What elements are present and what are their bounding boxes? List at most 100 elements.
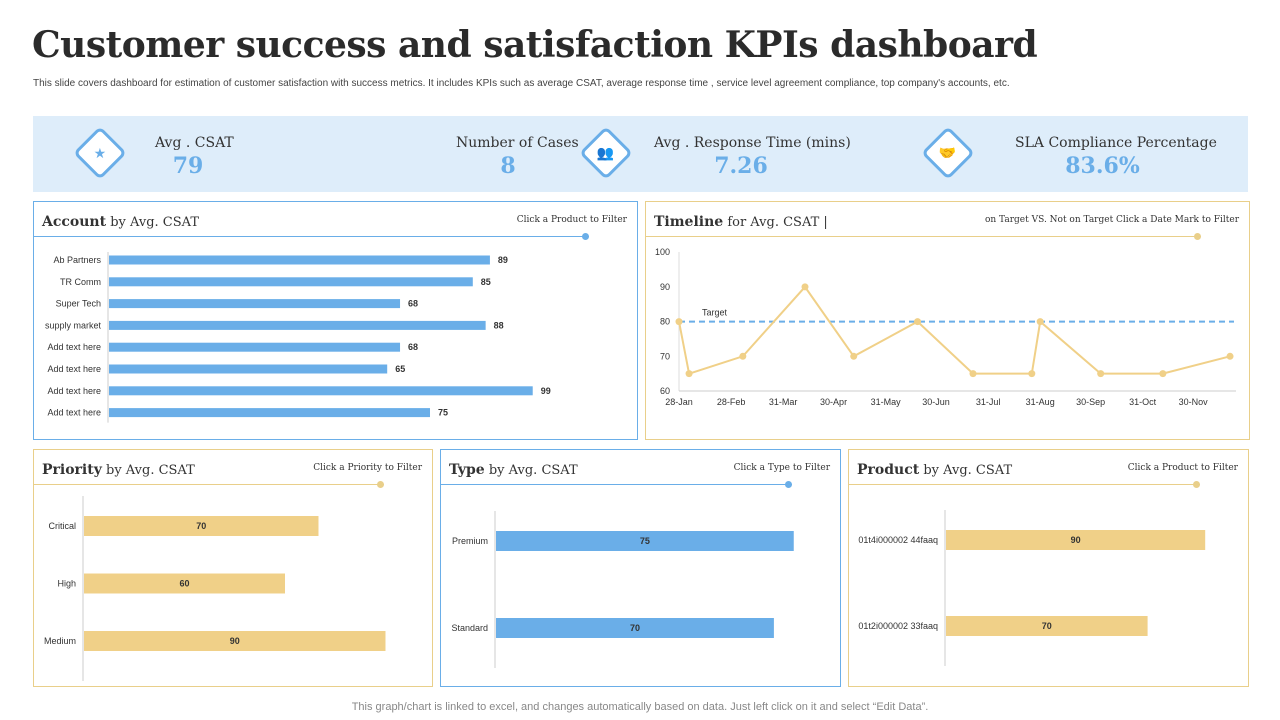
data-label: 89	[498, 255, 508, 265]
date-mark[interactable]	[1097, 370, 1105, 378]
kpi-label-sla: SLA Compliance Percentage	[1015, 135, 1217, 151]
category-label: Add text here	[47, 364, 101, 374]
bar[interactable]	[496, 531, 794, 551]
date-mark[interactable]	[801, 283, 809, 291]
page-title: Customer success and satisfaction KPIs d…	[32, 24, 1038, 66]
date-mark[interactable]	[1226, 352, 1234, 360]
account-filter-handle[interactable]	[582, 233, 589, 240]
date-mark[interactable]	[685, 370, 693, 378]
bar[interactable]	[109, 255, 490, 265]
kpi-label-csat: Avg . CSAT	[155, 135, 234, 151]
date-mark[interactable]	[675, 318, 683, 326]
y-tick-label: 90	[660, 282, 670, 292]
x-tick-label: 30-Jun	[922, 397, 950, 407]
date-mark[interactable]	[1036, 318, 1044, 326]
date-mark[interactable]	[914, 318, 922, 326]
timeline-filter-hint: on Target VS. Not on Target Click a Date…	[984, 215, 1239, 225]
y-tick-label: 60	[660, 386, 670, 396]
category-label: Add text here	[47, 386, 101, 396]
y-tick-label: 100	[655, 247, 670, 257]
bar[interactable]	[109, 364, 388, 374]
x-tick-label: 30-Nov	[1179, 397, 1209, 407]
data-label: 90	[1071, 535, 1081, 545]
x-tick-label: 31-Aug	[1026, 397, 1055, 407]
priority-title-bold: Priority	[42, 462, 102, 478]
timeline-panel[interactable]: Timeline for Avg. CSAT | on Target VS. N…	[645, 201, 1250, 440]
data-label: 75	[640, 536, 650, 546]
account-chart: Ab Partners 89 TR Comm 85 Super Tech 68 supply…	[45, 252, 551, 423]
date-mark[interactable]	[739, 352, 747, 360]
csat-line	[678, 285, 1231, 375]
kpi-label-cases: Number of Cases	[456, 135, 579, 151]
type-filter-hint: Click a Type to Filter	[733, 463, 830, 473]
product-title-bold: Product	[857, 462, 920, 478]
product-title-rest: by Avg. CSAT	[919, 463, 1013, 478]
bar[interactable]	[84, 516, 319, 536]
timeline-filter-handle[interactable]	[1194, 233, 1201, 240]
data-label: 85	[481, 277, 491, 287]
bar[interactable]	[109, 386, 533, 396]
priority-divider	[34, 484, 384, 485]
account-title-bold: Account	[42, 214, 107, 230]
category-label: Critical	[48, 521, 76, 531]
date-mark[interactable]	[1028, 370, 1036, 378]
type-divider	[441, 484, 792, 485]
product-panel[interactable]: Product by Avg. CSAT Click a Product to …	[848, 449, 1249, 687]
x-tick-label: 31-Oct	[1129, 397, 1157, 407]
x-tick-label: 31-May	[871, 397, 902, 407]
bar[interactable]	[109, 320, 486, 330]
account-title-rest: by Avg. CSAT	[106, 215, 200, 230]
timeline-divider	[646, 236, 1201, 237]
bar[interactable]	[496, 618, 774, 638]
product-filter-handle[interactable]	[1193, 481, 1200, 488]
data-label: 65	[395, 364, 405, 374]
data-label: 70	[196, 521, 206, 531]
bar[interactable]	[109, 277, 473, 287]
type-panel[interactable]: Type by Avg. CSAT Click a Type to Filter…	[440, 449, 841, 687]
product-divider	[849, 484, 1200, 485]
bar[interactable]	[109, 342, 401, 352]
type-chart: Premium 75 Standard 70	[451, 511, 794, 668]
data-label: 88	[494, 320, 504, 330]
priority-filter-hint: Click a Priority to Filter	[313, 463, 422, 473]
bar[interactable]	[946, 530, 1206, 550]
priority-panel[interactable]: Priority by Avg. CSAT Click a Priority t…	[33, 449, 433, 687]
account-panel[interactable]: Account by Avg. CSAT Click a Product to …	[33, 201, 638, 440]
category-label: 01t2i000002 33faaq	[858, 621, 938, 631]
kpi-band	[33, 116, 1248, 192]
product-title: Product by Avg. CSAT	[857, 462, 1012, 478]
date-mark[interactable]	[969, 370, 977, 378]
date-mark[interactable]	[1159, 370, 1167, 378]
x-tick-label: 28-Jan	[665, 397, 693, 407]
category-label: Premium	[452, 536, 488, 546]
kpi-value-cases: 8	[500, 153, 516, 179]
timeline-title-rest: for Avg. CSAT |	[723, 215, 828, 230]
category-label: Medium	[44, 636, 76, 646]
y-tick-label: 70	[660, 351, 670, 361]
timeline-chart: 60 70 80 90 100 28-Jan 28-Feb 31-Mar 30-Apr 31-Ma…	[655, 247, 1236, 407]
bar[interactable]	[109, 299, 401, 309]
type-title: Type by Avg. CSAT	[449, 462, 578, 478]
account-divider	[34, 236, 589, 237]
bar[interactable]	[109, 408, 430, 418]
bar[interactable]	[84, 573, 285, 594]
kpi-label-response: Avg . Response Time (mins)	[654, 135, 851, 151]
type-filter-handle[interactable]	[785, 481, 792, 488]
data-label: 60	[179, 579, 189, 589]
priority-title: Priority by Avg. CSAT	[42, 462, 195, 478]
y-tick-label: 80	[660, 317, 670, 327]
data-label: 70	[1042, 621, 1052, 631]
bar[interactable]	[946, 616, 1148, 636]
data-label: 68	[408, 299, 418, 309]
footer-note: This graph/chart is linked to excel, and…	[351, 701, 929, 713]
bar[interactable]	[84, 631, 386, 651]
date-mark[interactable]	[850, 352, 858, 360]
priority-filter-handle[interactable]	[377, 481, 384, 488]
type-title-bold: Type	[449, 462, 485, 478]
category-label: Standard	[451, 623, 488, 633]
category-label: High	[57, 579, 76, 589]
x-tick-label: 30-Sep	[1076, 397, 1105, 407]
data-label: 90	[230, 636, 240, 646]
page-subtitle: This slide covers dashboard for estimati…	[33, 78, 1010, 89]
data-label: 70	[630, 623, 640, 633]
